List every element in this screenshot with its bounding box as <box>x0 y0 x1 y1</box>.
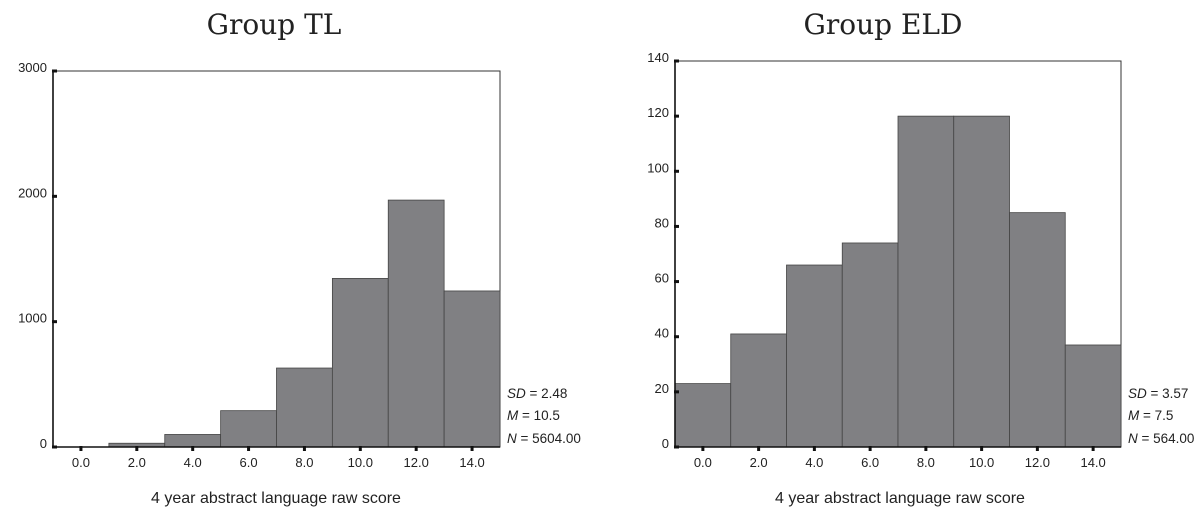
stat-sd-key: SD <box>507 386 526 401</box>
stat-n-key: N <box>1128 431 1138 446</box>
y-tick-label: 0 <box>662 436 669 451</box>
stat-m-key: M <box>1128 408 1140 423</box>
x-tick-label: 12.0 <box>1025 455 1050 470</box>
x-axis-label: 4 year abstract language raw score <box>151 490 401 507</box>
histogram-bar <box>164 434 222 448</box>
x-tick-label: 14.0 <box>1080 455 1105 470</box>
y-tick-label: 1000 <box>18 311 47 326</box>
histogram-bar <box>276 367 333 448</box>
stat-sd-key: SD <box>1128 386 1147 401</box>
y-tick-label: 80 <box>655 215 669 230</box>
histogram-bar <box>220 410 277 448</box>
y-tick-label: 3000 <box>18 60 47 75</box>
x-tick-label: 14.0 <box>459 455 484 470</box>
stat-m-value: = 7.5 <box>1139 408 1173 423</box>
stat-sd: SD = 3.57 <box>1128 386 1188 401</box>
x-tick-label: 0.0 <box>694 455 712 470</box>
histogram-bar <box>953 115 1010 448</box>
x-tick-label: 2.0 <box>128 455 146 470</box>
x-tick-label: 4.0 <box>805 455 823 470</box>
y-tick-label: 20 <box>655 381 669 396</box>
chart-panel-1: Group TL 0 1000 2000 3000 0.0 2.0 4.0 6.0 8.0 10.0… <box>18 8 581 507</box>
stat-n-value: = 564.00 <box>1138 431 1195 446</box>
x-tick-label: 8.0 <box>295 455 313 470</box>
y-tick-label: 120 <box>647 105 669 120</box>
x-tick-label: 12.0 <box>404 455 429 470</box>
y-tick-label: 40 <box>655 326 669 341</box>
stat-sd-value: = 2.48 <box>526 386 568 401</box>
histogram-bar <box>897 115 955 448</box>
x-tick-label: 10.0 <box>969 455 994 470</box>
histogram-bar <box>443 290 501 448</box>
histogram-bar <box>841 242 899 448</box>
y-tick-label: 2000 <box>18 185 47 200</box>
stat-m: M = 10.5 <box>507 408 560 423</box>
histogram-bar <box>1009 212 1066 448</box>
chart-title: Group ELD <box>804 8 963 41</box>
chart-title: Group TL <box>207 8 342 41</box>
histogram-bar <box>786 264 843 448</box>
y-tick-label: 100 <box>647 160 669 175</box>
x-axis-label: 4 year abstract language raw score <box>775 490 1025 507</box>
y-tick-label: 0 <box>40 436 47 451</box>
chart-panel-2: Group ELD 0 20 40 60 80 100 120 140 0.0 2.0 4.0 6.0 8… <box>647 8 1194 507</box>
stat-sd: SD = 2.48 <box>507 386 567 401</box>
stat-m-key: M <box>507 408 519 423</box>
stat-m: M = 7.5 <box>1128 408 1173 423</box>
stat-n-key: N <box>507 431 517 446</box>
x-tick-label: 6.0 <box>861 455 879 470</box>
x-tick-label: 10.0 <box>348 455 373 470</box>
x-tick-label: 8.0 <box>917 455 935 470</box>
stat-n-value: = 5604.00 <box>517 431 581 446</box>
x-tick-label: 2.0 <box>750 455 768 470</box>
x-tick-label: 0.0 <box>72 455 90 470</box>
y-tick-label: 60 <box>655 271 669 286</box>
x-tick-label: 4.0 <box>184 455 202 470</box>
histogram-bar <box>730 333 787 448</box>
y-tick-label: 140 <box>647 50 669 65</box>
histogram-bar <box>674 383 732 448</box>
histogram-bar <box>1064 344 1122 448</box>
x-tick-label: 6.0 <box>240 455 258 470</box>
histogram-bar <box>331 278 389 448</box>
histogram-bar <box>387 199 445 448</box>
stat-n: N = 5604.00 <box>507 431 581 446</box>
stat-m-value: = 10.5 <box>518 408 560 423</box>
stat-n: N = 564.00 <box>1128 431 1194 446</box>
stat-sd-value: = 3.57 <box>1147 386 1189 401</box>
